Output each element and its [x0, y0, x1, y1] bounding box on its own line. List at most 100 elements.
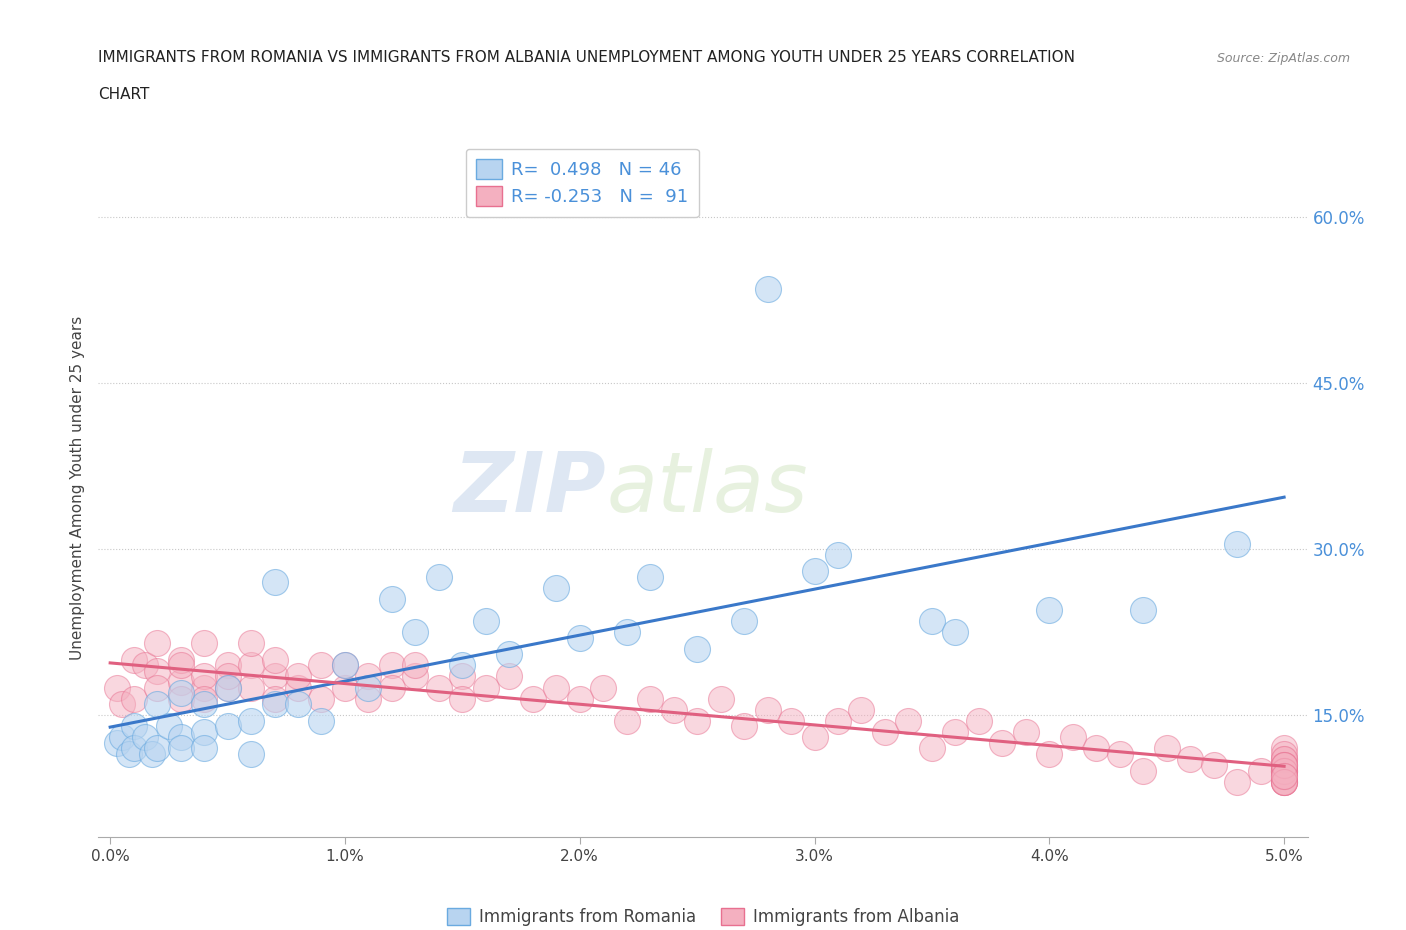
Point	[193, 724, 215, 739]
Point	[1272, 764, 1295, 778]
Point	[803, 730, 825, 745]
Point	[169, 658, 191, 672]
Point	[1272, 774, 1295, 789]
Point	[381, 680, 404, 695]
Point	[122, 719, 145, 734]
Point	[146, 636, 169, 651]
Point	[263, 691, 285, 706]
Point	[686, 713, 709, 728]
Point	[263, 653, 285, 668]
Point	[921, 741, 943, 756]
Point	[217, 680, 239, 695]
Point	[287, 669, 309, 684]
Point	[780, 713, 803, 728]
Point	[1272, 769, 1295, 784]
Point	[217, 658, 239, 672]
Point	[1062, 730, 1084, 745]
Point	[662, 702, 685, 717]
Point	[122, 741, 145, 756]
Point	[921, 614, 943, 629]
Point	[616, 713, 638, 728]
Point	[169, 685, 191, 700]
Point	[873, 724, 896, 739]
Point	[169, 653, 191, 668]
Point	[240, 713, 263, 728]
Point	[111, 697, 134, 711]
Point	[118, 747, 141, 762]
Point	[146, 741, 169, 756]
Point	[1272, 764, 1295, 778]
Point	[357, 669, 380, 684]
Point	[1226, 537, 1249, 551]
Point	[146, 663, 169, 678]
Legend: Immigrants from Romania, Immigrants from Albania: Immigrants from Romania, Immigrants from…	[440, 901, 966, 930]
Point	[498, 647, 520, 662]
Point	[263, 575, 285, 590]
Point	[1272, 758, 1295, 773]
Point	[733, 719, 755, 734]
Point	[240, 636, 263, 651]
Point	[945, 724, 967, 739]
Point	[1180, 752, 1202, 767]
Point	[475, 680, 498, 695]
Point	[169, 741, 191, 756]
Point	[803, 564, 825, 578]
Point	[1132, 764, 1154, 778]
Point	[1038, 603, 1060, 618]
Point	[991, 736, 1014, 751]
Point	[240, 680, 263, 695]
Point	[1132, 603, 1154, 618]
Point	[522, 691, 544, 706]
Point	[451, 658, 474, 672]
Point	[169, 730, 191, 745]
Point	[122, 691, 145, 706]
Text: Source: ZipAtlas.com: Source: ZipAtlas.com	[1216, 52, 1350, 65]
Text: atlas: atlas	[606, 447, 808, 529]
Point	[638, 691, 661, 706]
Point	[451, 691, 474, 706]
Point	[1272, 774, 1295, 789]
Point	[381, 591, 404, 606]
Point	[169, 691, 191, 706]
Point	[193, 691, 215, 706]
Point	[568, 631, 591, 645]
Point	[217, 669, 239, 684]
Point	[945, 625, 967, 640]
Point	[193, 697, 215, 711]
Point	[240, 747, 263, 762]
Point	[134, 658, 156, 672]
Point	[263, 669, 285, 684]
Point	[311, 713, 333, 728]
Point	[122, 653, 145, 668]
Point	[1015, 724, 1038, 739]
Point	[498, 669, 520, 684]
Text: IMMIGRANTS FROM ROMANIA VS IMMIGRANTS FROM ALBANIA UNEMPLOYMENT AMONG YOUTH UNDE: IMMIGRANTS FROM ROMANIA VS IMMIGRANTS FR…	[98, 50, 1076, 65]
Text: CHART: CHART	[98, 87, 150, 102]
Point	[146, 697, 169, 711]
Point	[157, 719, 180, 734]
Point	[404, 658, 426, 672]
Point	[381, 658, 404, 672]
Point	[105, 736, 128, 751]
Point	[638, 569, 661, 584]
Point	[851, 702, 873, 717]
Point	[169, 674, 191, 689]
Point	[141, 747, 163, 762]
Point	[616, 625, 638, 640]
Point	[733, 614, 755, 629]
Point	[1272, 752, 1295, 767]
Point	[1272, 741, 1295, 756]
Point	[404, 669, 426, 684]
Text: ZIP: ZIP	[454, 447, 606, 529]
Point	[105, 680, 128, 695]
Point	[827, 547, 849, 562]
Point	[546, 580, 568, 595]
Point	[710, 691, 733, 706]
Point	[263, 697, 285, 711]
Point	[193, 636, 215, 651]
Point	[827, 713, 849, 728]
Point	[756, 282, 779, 297]
Point	[287, 697, 309, 711]
Y-axis label: Unemployment Among Youth under 25 years: Unemployment Among Youth under 25 years	[69, 316, 84, 660]
Point	[1272, 769, 1295, 784]
